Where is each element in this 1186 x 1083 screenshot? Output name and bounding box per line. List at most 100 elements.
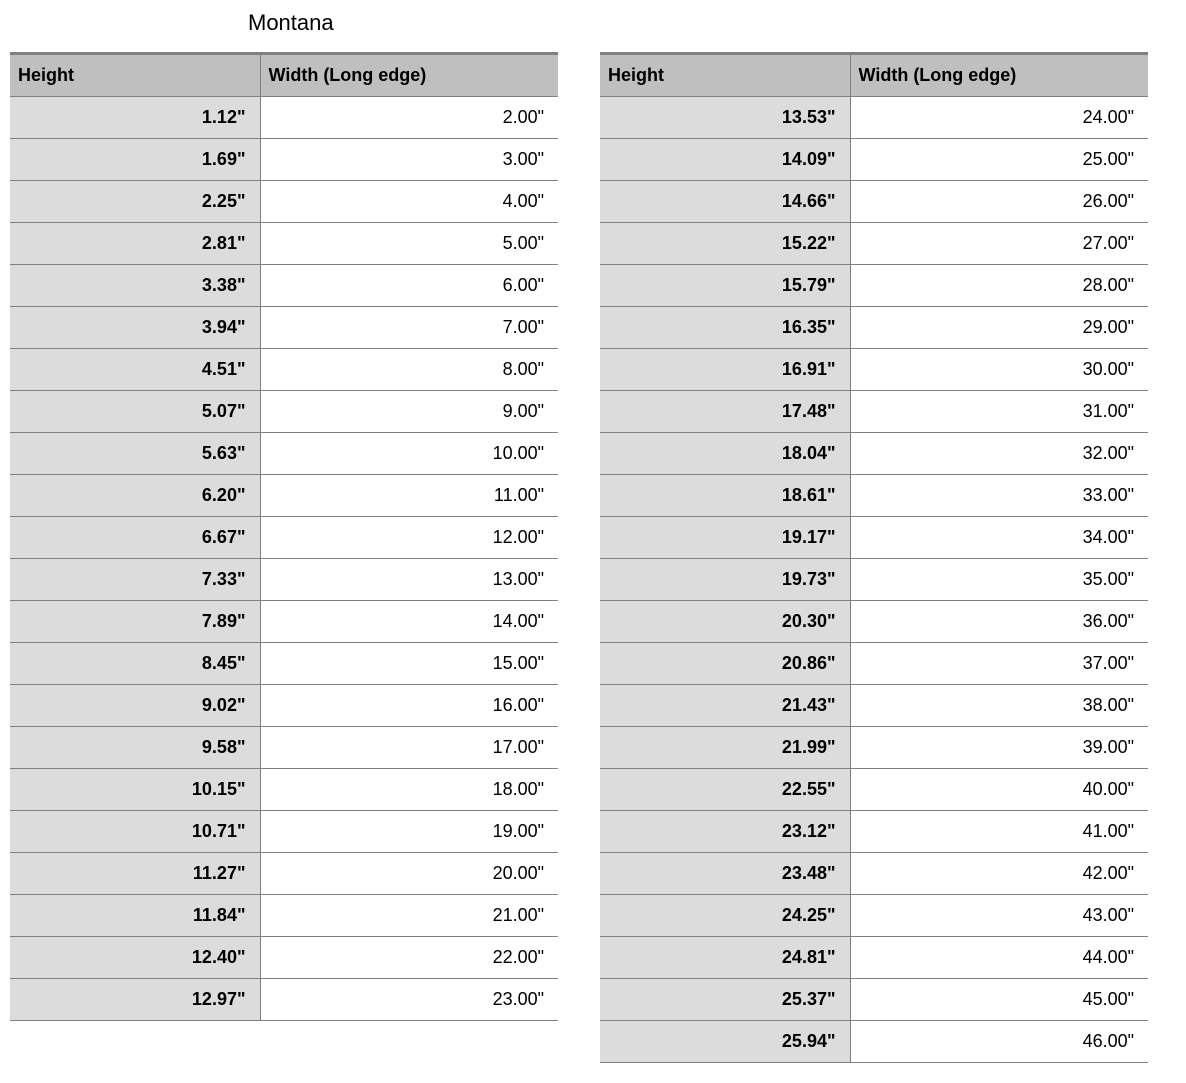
- table-body-left: 1.12"2.00"1.69"3.00"2.25"4.00"2.81"5.00"…: [10, 97, 558, 1021]
- cell-height: 11.27": [10, 853, 260, 895]
- table-row: 15.79"28.00": [600, 265, 1148, 307]
- cell-width: 43.00": [850, 895, 1148, 937]
- cell-height: 4.51": [10, 349, 260, 391]
- cell-width: 32.00": [850, 433, 1148, 475]
- cell-height: 15.22": [600, 223, 850, 265]
- cell-height: 23.12": [600, 811, 850, 853]
- table-row: 7.33"13.00": [10, 559, 558, 601]
- cell-height: 20.86": [600, 643, 850, 685]
- cell-width: 40.00": [850, 769, 1148, 811]
- table-row: 22.55"40.00": [600, 769, 1148, 811]
- cell-width: 46.00": [850, 1021, 1148, 1063]
- table-row: 4.51"8.00": [10, 349, 558, 391]
- cell-height: 5.07": [10, 391, 260, 433]
- table-row: 5.07"9.00": [10, 391, 558, 433]
- cell-width: 26.00": [850, 181, 1148, 223]
- size-table-right: Height Width (Long edge) 13.53"24.00"14.…: [600, 52, 1148, 1063]
- table-row: 10.15"18.00": [10, 769, 558, 811]
- tables-container: Height Width (Long edge) 1.12"2.00"1.69"…: [10, 52, 1176, 1063]
- table-row: 2.25"4.00": [10, 181, 558, 223]
- table-row: 23.12"41.00": [600, 811, 1148, 853]
- table-row: 18.04"32.00": [600, 433, 1148, 475]
- cell-width: 5.00": [260, 223, 558, 265]
- cell-height: 2.25": [10, 181, 260, 223]
- cell-width: 25.00": [850, 139, 1148, 181]
- cell-width: 3.00": [260, 139, 558, 181]
- table-row: 19.17"34.00": [600, 517, 1148, 559]
- cell-width: 7.00": [260, 307, 558, 349]
- cell-width: 45.00": [850, 979, 1148, 1021]
- table-row: 2.81"5.00": [10, 223, 558, 265]
- cell-height: 18.61": [600, 475, 850, 517]
- cell-width: 17.00": [260, 727, 558, 769]
- cell-height: 13.53": [600, 97, 850, 139]
- cell-width: 24.00": [850, 97, 1148, 139]
- cell-height: 7.89": [10, 601, 260, 643]
- cell-width: 8.00": [260, 349, 558, 391]
- cell-height: 19.17": [600, 517, 850, 559]
- cell-height: 25.94": [600, 1021, 850, 1063]
- cell-width: 2.00": [260, 97, 558, 139]
- table-body-right: 13.53"24.00"14.09"25.00"14.66"26.00"15.2…: [600, 97, 1148, 1063]
- cell-height: 14.09": [600, 139, 850, 181]
- cell-width: 41.00": [850, 811, 1148, 853]
- cell-height: 24.25": [600, 895, 850, 937]
- cell-height: 9.58": [10, 727, 260, 769]
- table-row: 3.94"7.00": [10, 307, 558, 349]
- cell-width: 11.00": [260, 475, 558, 517]
- table-row: 1.69"3.00": [10, 139, 558, 181]
- col-header-width: Width (Long edge): [850, 54, 1148, 97]
- cell-width: 44.00": [850, 937, 1148, 979]
- cell-width: 6.00": [260, 265, 558, 307]
- table-row: 19.73"35.00": [600, 559, 1148, 601]
- cell-width: 15.00": [260, 643, 558, 685]
- cell-width: 20.00": [260, 853, 558, 895]
- table-row: 7.89"14.00": [10, 601, 558, 643]
- table-row: 23.48"42.00": [600, 853, 1148, 895]
- cell-height: 25.37": [600, 979, 850, 1021]
- table-row: 16.35"29.00": [600, 307, 1148, 349]
- cell-width: 33.00": [850, 475, 1148, 517]
- cell-width: 36.00": [850, 601, 1148, 643]
- cell-height: 24.81": [600, 937, 850, 979]
- table-row: 18.61"33.00": [600, 475, 1148, 517]
- cell-height: 17.48": [600, 391, 850, 433]
- cell-width: 10.00": [260, 433, 558, 475]
- table-row: 1.12"2.00": [10, 97, 558, 139]
- table-row: 5.63"10.00": [10, 433, 558, 475]
- table-row: 21.99"39.00": [600, 727, 1148, 769]
- table-row: 14.66"26.00": [600, 181, 1148, 223]
- cell-height: 10.15": [10, 769, 260, 811]
- table-row: 13.53"24.00": [600, 97, 1148, 139]
- table-row: 24.81"44.00": [600, 937, 1148, 979]
- col-header-width: Width (Long edge): [260, 54, 558, 97]
- cell-height: 15.79": [600, 265, 850, 307]
- cell-height: 3.94": [10, 307, 260, 349]
- cell-width: 30.00": [850, 349, 1148, 391]
- cell-width: 29.00": [850, 307, 1148, 349]
- cell-width: 23.00": [260, 979, 558, 1021]
- cell-width: 39.00": [850, 727, 1148, 769]
- table-row: 6.20"11.00": [10, 475, 558, 517]
- cell-height: 12.40": [10, 937, 260, 979]
- table-row: 10.71"19.00": [10, 811, 558, 853]
- table-row: 9.02"16.00": [10, 685, 558, 727]
- cell-width: 13.00": [260, 559, 558, 601]
- cell-height: 21.99": [600, 727, 850, 769]
- cell-height: 20.30": [600, 601, 850, 643]
- cell-height: 1.69": [10, 139, 260, 181]
- cell-width: 28.00": [850, 265, 1148, 307]
- table-row: 12.97"23.00": [10, 979, 558, 1021]
- cell-height: 7.33": [10, 559, 260, 601]
- cell-width: 42.00": [850, 853, 1148, 895]
- table-row: 8.45"15.00": [10, 643, 558, 685]
- cell-width: 22.00": [260, 937, 558, 979]
- cell-height: 21.43": [600, 685, 850, 727]
- cell-height: 12.97": [10, 979, 260, 1021]
- cell-height: 10.71": [10, 811, 260, 853]
- cell-width: 35.00": [850, 559, 1148, 601]
- cell-height: 14.66": [600, 181, 850, 223]
- cell-width: 27.00": [850, 223, 1148, 265]
- cell-height: 3.38": [10, 265, 260, 307]
- table-row: 24.25"43.00": [600, 895, 1148, 937]
